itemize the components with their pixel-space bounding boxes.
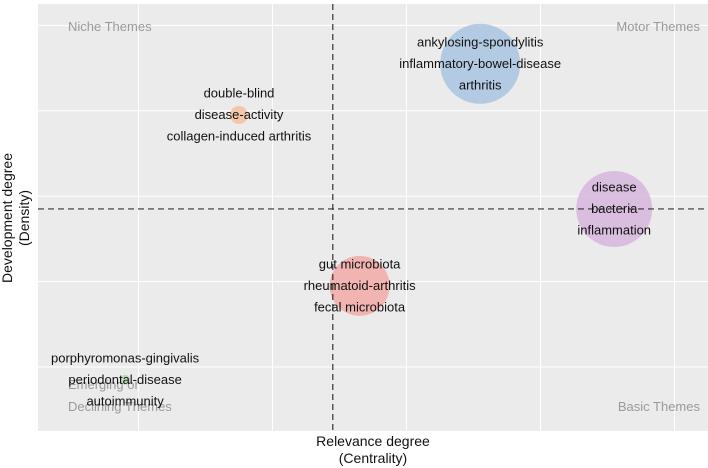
cluster-label-c3-2: bacteria [591, 201, 638, 216]
cluster-label-c3-3: inflammation [577, 222, 651, 237]
y-axis-sublabel: (Density) [16, 190, 32, 246]
y-axis-title: Development degree (Density) [0, 153, 32, 283]
cluster-label-c1-2: inflammatory-bowel-disease [399, 56, 561, 71]
x-axis-title: Relevance degree (Centrality) [316, 433, 430, 466]
cluster-label-c3-1: disease [592, 179, 637, 194]
cluster-label-c5-2: periodontal-disease [68, 372, 181, 387]
cluster-label-c1-3: arthritis [459, 77, 502, 92]
y-axis-label: Development degree [0, 153, 15, 283]
cluster-labels: ankylosing-spondylitis inflammatory-bowel… [51, 34, 651, 408]
x-axis-sublabel: (Centrality) [339, 450, 407, 466]
cluster-label-c5-3: autoimmunity [86, 393, 164, 408]
cluster-label-c2-1: double-blind [204, 86, 275, 101]
grid-lines [38, 4, 708, 431]
cluster-label-c5-1: porphyromonas-gingivalis [51, 350, 200, 365]
cluster-bubble-c1 [440, 23, 521, 104]
quadrant-label-niche: Niche Themes [68, 19, 152, 34]
quadrant-dividers [38, 4, 708, 431]
quadrant-label-basic: Basic Themes [618, 399, 701, 414]
cluster-label-c2-2: disease-activity [195, 107, 284, 122]
quadrant-labels: Niche Themes Motor Themes Emerging or De… [68, 19, 700, 414]
cluster-bubble-c4 [329, 255, 390, 316]
quadrant-label-emerging-line2: Declining Themes [68, 399, 172, 414]
cluster-bubble-c2 [230, 106, 248, 125]
cluster-label-c1-1: ankylosing-spondylitis [417, 34, 544, 49]
cluster-bubbles [120, 23, 653, 385]
cluster-bubble-c5 [120, 374, 131, 385]
cluster-label-c4-1: gut microbiota [319, 256, 401, 271]
quadrant-label-motor: Motor Themes [616, 19, 700, 34]
x-axis-label: Relevance degree [316, 433, 430, 449]
cluster-label-c2-3: collagen-induced arthritis [167, 129, 312, 144]
cluster-label-c4-3: fecal microbiota [314, 299, 406, 314]
cluster-label-c4-2: rheumatoid-arthritis [304, 278, 416, 293]
cluster-bubble-c3 [576, 170, 653, 247]
